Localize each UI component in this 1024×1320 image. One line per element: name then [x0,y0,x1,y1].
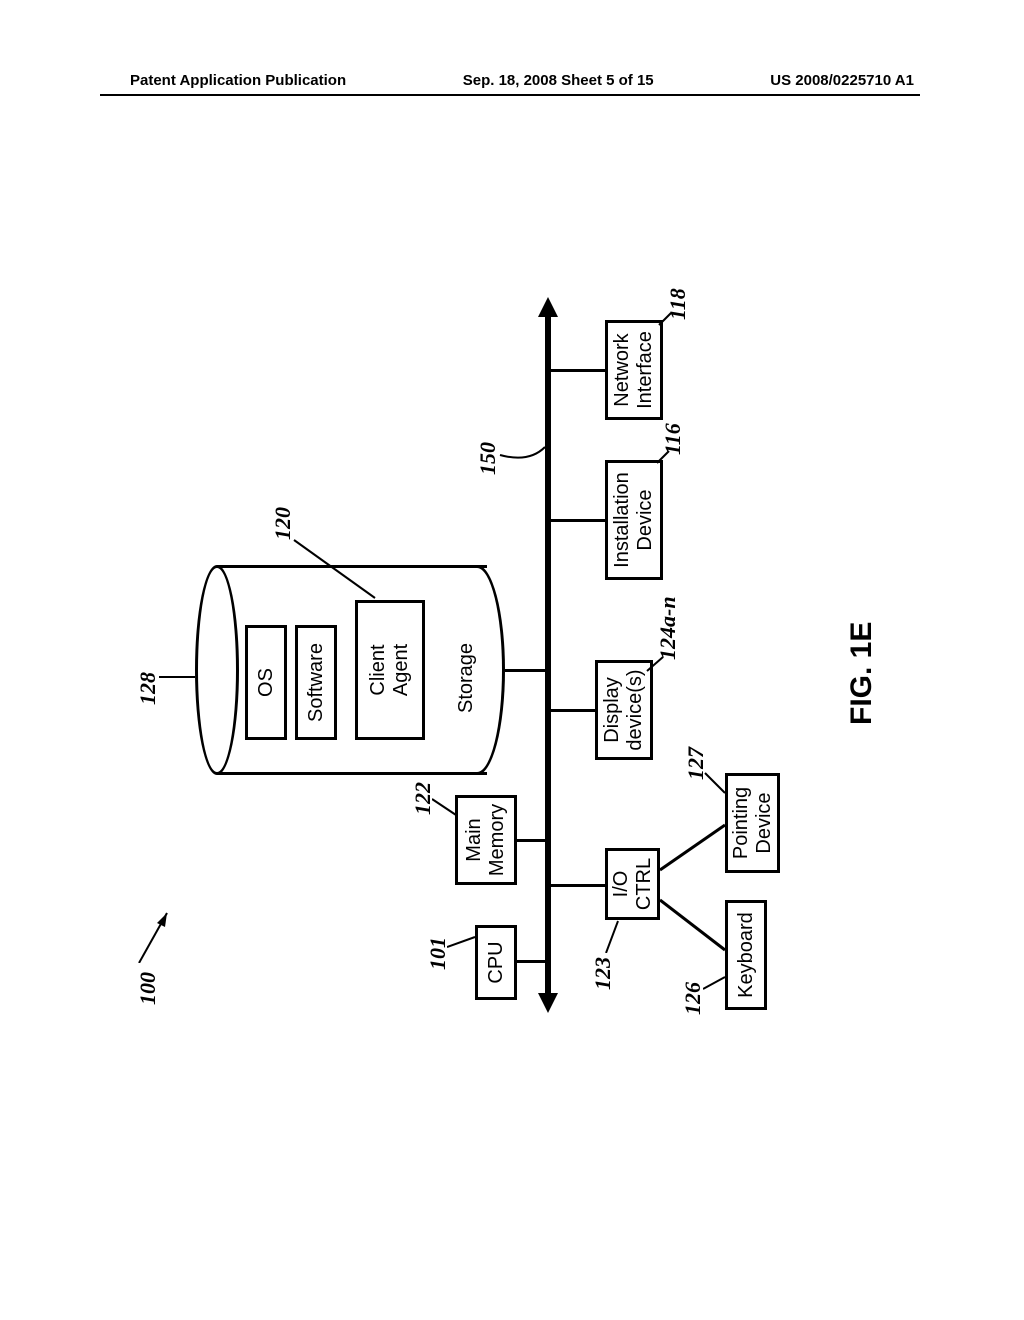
figure-caption: FIG. 1E [845,622,879,725]
main-memory-text: Main Memory [463,804,509,876]
ref-100-arrow [137,903,177,963]
ioctrl-stem [550,884,605,887]
main-memory-box: Main Memory [455,795,517,885]
ref-122-leader [432,795,458,817]
keyboard-text: Keyboard [735,912,758,998]
netif-stem [550,369,605,372]
io-ctrl-text: I/O CTRL [610,858,656,910]
ref-118-leader [657,309,675,327]
ref-123: 123 [590,957,616,990]
software-text: Software [305,643,328,722]
storage-stem [505,669,547,672]
header-left: Patent Application Publication [130,72,346,89]
ref-150-leader [499,435,549,465]
storage-cylinder-top [195,565,239,775]
ref-116-leader [655,447,673,465]
display-stem [550,709,595,712]
ref-124: 124a-n [655,596,681,660]
ref-124-leader [645,653,667,673]
keyboard-box: Keyboard [725,900,767,1010]
display-box: Display device(s) [595,660,653,760]
pointing-device-box: Pointing Device [725,773,780,873]
cpu-stem [517,960,547,963]
ioctrl-to-pointing-line [660,815,730,875]
install-stem [550,519,605,522]
cpu-text: CPU [485,941,508,983]
pointing-device-text: Pointing Device [730,787,776,859]
ref-100: 100 [135,972,161,1005]
header-rule [100,94,920,96]
header-right: US 2008/0225710 A1 [770,72,914,89]
storage-label: Storage [455,643,478,713]
io-ctrl-box: I/O CTRL [605,848,660,920]
ref-123-leader [603,917,623,953]
network-interface-box: Network Interface [605,320,663,420]
ref-128: 128 [135,672,161,705]
ref-126-leader [703,971,727,993]
software-box: Software [295,625,337,740]
ref-120-leader [290,536,380,600]
ref-127-leader [703,769,729,795]
network-interface-text: Network Interface [611,331,657,409]
os-text: OS [255,668,278,697]
ref-128-leader [159,667,199,687]
cpu-box: CPU [475,925,517,1000]
figure-1e: 100 128 OS Software Client Agent Storage… [165,385,925,935]
system-bus [545,315,551,995]
client-agent-box: Client Agent [355,600,425,740]
os-box: OS [245,625,287,740]
storage-cylinder-bottom [477,565,505,775]
header-center: Sep. 18, 2008 Sheet 5 of 15 [463,72,654,89]
installation-box: Installation Device [605,460,663,580]
ioctrl-to-keyboard-line [660,895,730,955]
display-text: Display device(s) [601,669,647,750]
mainmem-stem [517,839,547,842]
client-agent-text: Client Agent [367,644,413,696]
page-header: Patent Application Publication Sep. 18, … [0,72,1024,89]
installation-text: Installation Device [611,472,657,568]
ref-101-leader [447,931,477,951]
ref-150: 150 [475,442,501,475]
bus-arrow-right [538,297,558,317]
bus-arrow-left [538,993,558,1013]
